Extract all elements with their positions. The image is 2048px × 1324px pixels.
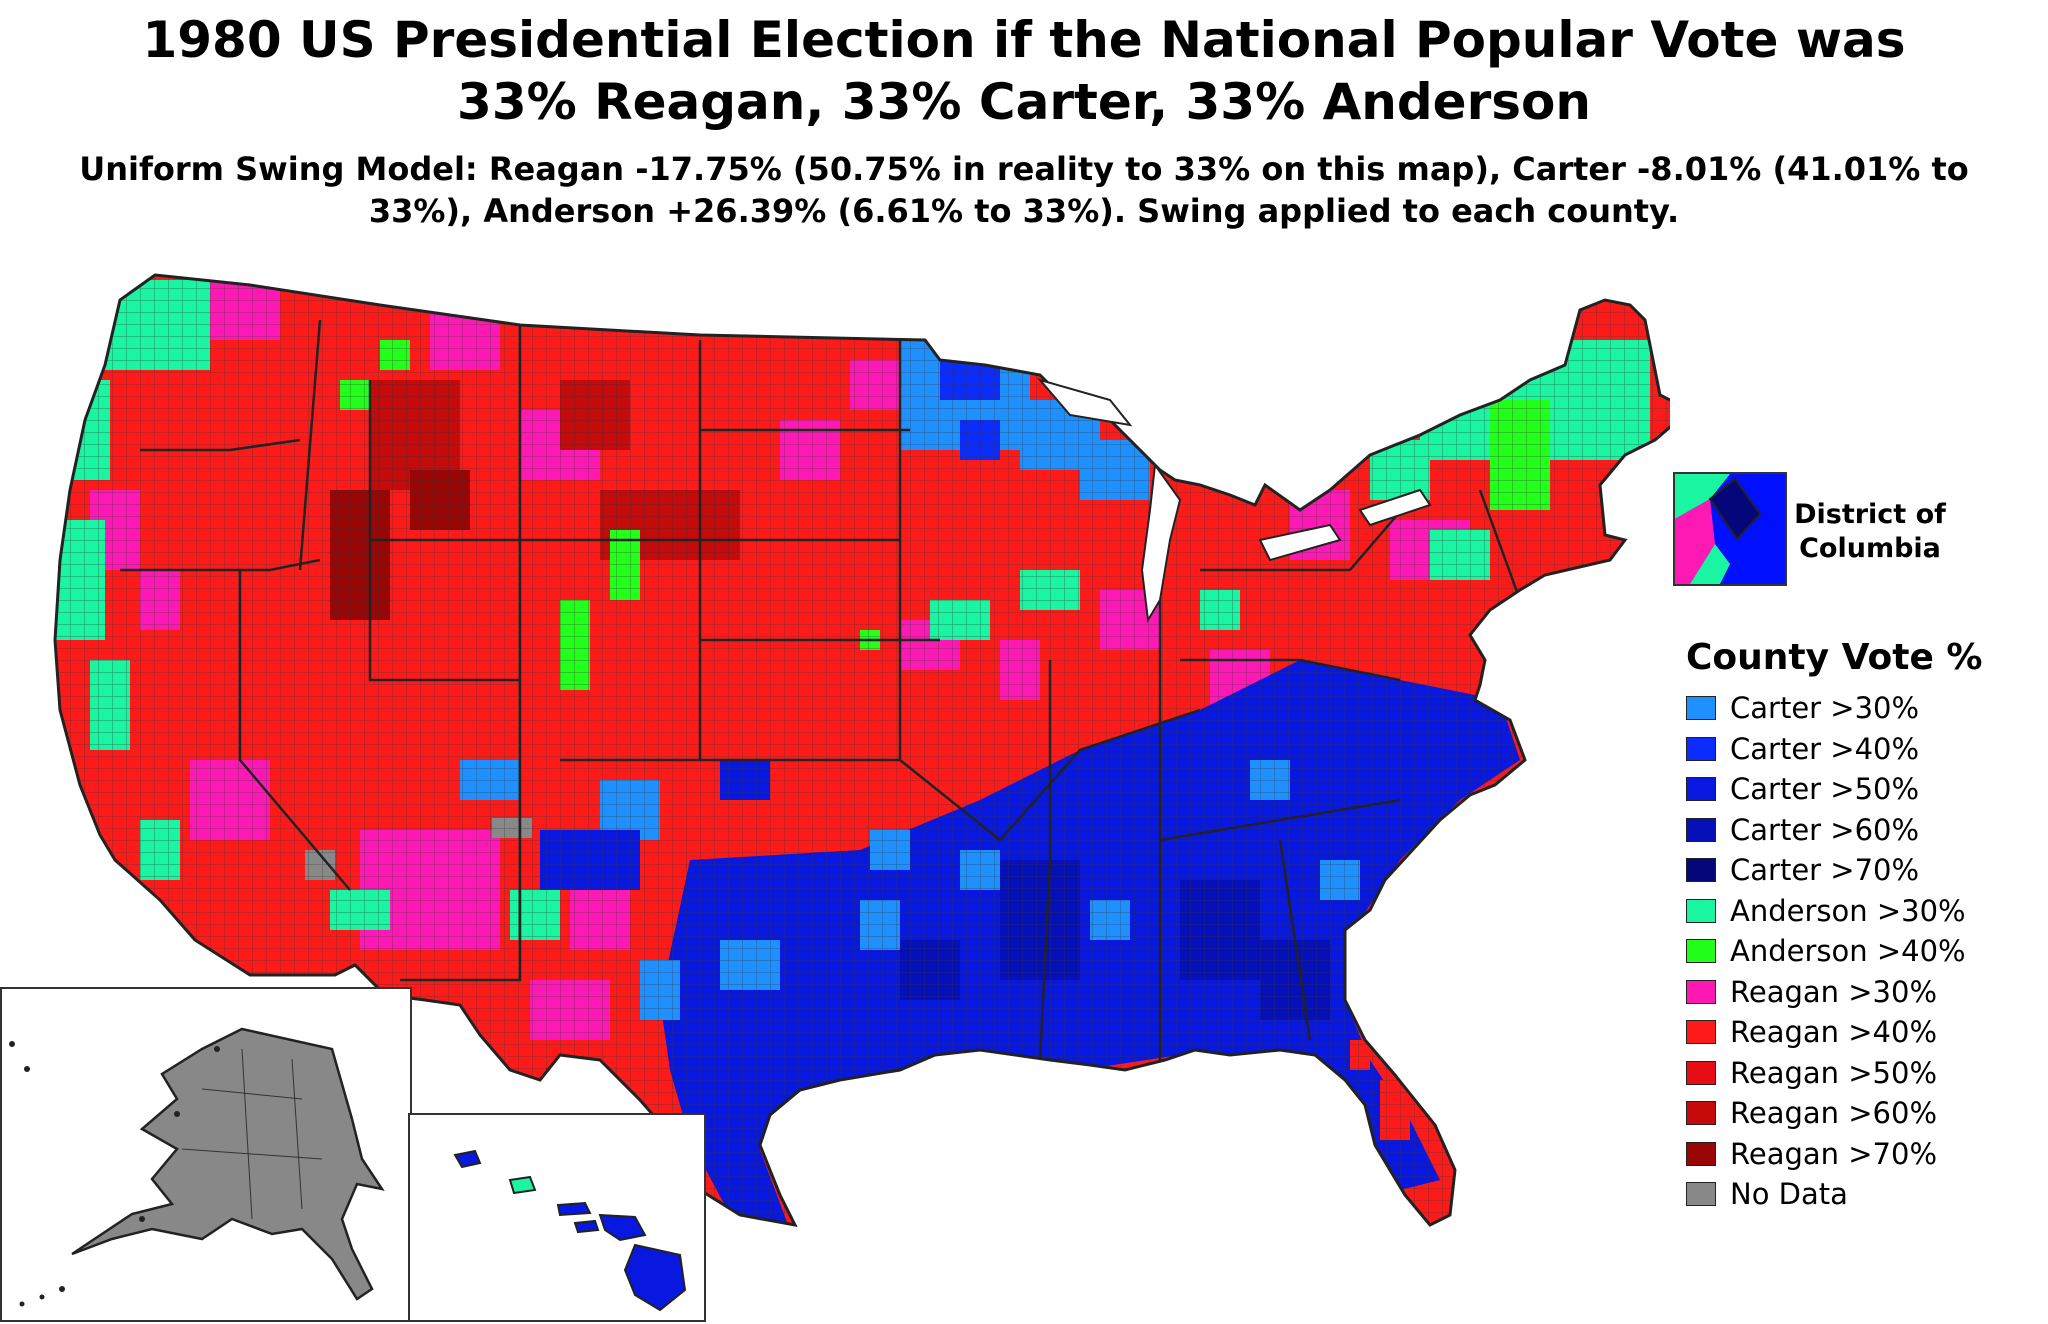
legend-label: Reagan >30%: [1730, 974, 1937, 1009]
legend-label: Anderson >40%: [1730, 934, 1966, 969]
dc-inset: [1673, 472, 1787, 586]
dc-label-line-1: District of: [1794, 499, 1946, 530]
legend-item: Reagan >70%: [1686, 1134, 1966, 1175]
legend-item: Reagan >40%: [1686, 1012, 1966, 1053]
hawaii-map: [453, 1149, 687, 1312]
legend-item: Reagan >30%: [1686, 972, 1966, 1013]
dc-label: District of Columbia: [1790, 498, 1950, 566]
us-county-map: [53, 273, 1670, 1228]
legend: Carter >30% Carter >40% Carter >50% Carter …: [1686, 688, 1966, 1215]
legend-item: Carter >40%: [1686, 729, 1966, 770]
legend-swatch: [1686, 777, 1716, 802]
legend-item: Reagan >50%: [1686, 1053, 1966, 1094]
legend-label: Reagan >40%: [1730, 1015, 1937, 1050]
dc-map: [1675, 474, 1785, 584]
legend-swatch: [1686, 1020, 1716, 1045]
legend-swatch: [1686, 858, 1716, 883]
map-subtitle: Uniform Swing Model: Reagan -17.75% (50.…: [0, 148, 2048, 232]
legend-label: No Data: [1730, 1177, 1848, 1212]
legend-label: Carter >30%: [1730, 691, 1920, 726]
legend-swatch: [1686, 1101, 1716, 1126]
legend-label: Anderson >30%: [1730, 893, 1966, 928]
legend-item: Anderson >40%: [1686, 931, 1966, 972]
legend-swatch: [1686, 696, 1716, 721]
legend-swatch: [1686, 817, 1716, 842]
subtitle-line-1: Uniform Swing Model: Reagan -17.75% (50.…: [79, 150, 1969, 188]
legend-label: Carter >50%: [1730, 772, 1920, 807]
legend-item: Anderson >30%: [1686, 891, 1966, 932]
subtitle-line-2: 33%), Anderson +26.39% (6.61% to 33%). S…: [368, 192, 1680, 230]
great-lakes: [1037, 378, 1432, 624]
alaska-map: [9, 1027, 385, 1307]
legend-label: Carter >70%: [1730, 853, 1920, 888]
legend-label: Reagan >50%: [1730, 1055, 1937, 1090]
legend-swatch: [1686, 979, 1716, 1004]
us-outline: [53, 273, 1670, 1228]
legend-item: Reagan >60%: [1686, 1093, 1966, 1134]
map-title-line-2: 33% Reagan, 33% Carter, 33% Anderson: [457, 73, 1591, 131]
legend-swatch: [1686, 1060, 1716, 1085]
dc-label-line-2: Columbia: [1799, 533, 1941, 564]
alaska-inset: [0, 987, 412, 1322]
legend-label: Carter >60%: [1730, 812, 1920, 847]
legend-label: Reagan >70%: [1730, 1136, 1937, 1171]
legend-swatch: [1686, 939, 1716, 964]
legend-title: County Vote %: [1686, 637, 1983, 678]
legend-item: No Data: [1686, 1174, 1966, 1215]
legend-item: Carter >60%: [1686, 810, 1966, 851]
legend-label: Reagan >60%: [1730, 1096, 1937, 1131]
legend-swatch: [1686, 736, 1716, 761]
legend-swatch: [1686, 1141, 1716, 1166]
legend-swatch: [1686, 898, 1716, 923]
legend-item: Carter >50%: [1686, 769, 1966, 810]
legend-swatch: [1686, 1182, 1716, 1207]
legend-label: Carter >40%: [1730, 731, 1920, 766]
map-title-line-1: 1980 US Presidential Election if the Nat…: [142, 11, 1906, 69]
legend-item: Carter >30%: [1686, 688, 1966, 729]
legend-item: Carter >70%: [1686, 850, 1966, 891]
hawaii-inset: [408, 1113, 706, 1322]
